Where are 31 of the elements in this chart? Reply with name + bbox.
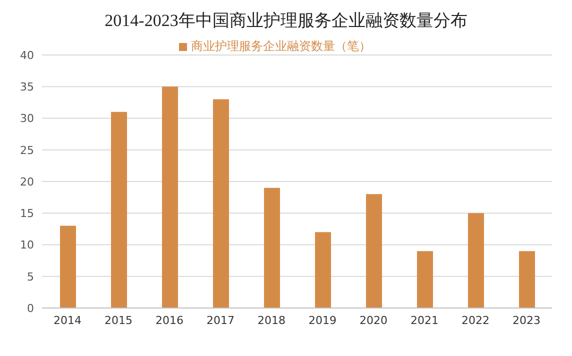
x-tick-label: 2018 — [258, 314, 286, 327]
chart-title: 2014-2023年中国商业护理服务企业融资数量分布 — [104, 10, 468, 32]
x-tick-label: 2023 — [512, 314, 540, 327]
bar — [366, 194, 382, 308]
y-tick-label: 5 — [27, 270, 34, 284]
x-tick-label: 2017 — [206, 314, 234, 327]
x-tick-label: 2021 — [410, 314, 438, 327]
bar — [417, 251, 433, 308]
y-tick-label: 40 — [20, 48, 34, 62]
x-tick-label: 2016 — [156, 314, 184, 327]
y-tick-label: 0 — [27, 302, 34, 315]
x-tick-label: 2019 — [308, 314, 336, 327]
x-tick-label: 2015 — [104, 314, 132, 327]
x-tick-label: 2014 — [54, 314, 82, 327]
y-tick-label: 35 — [20, 80, 34, 94]
bar — [468, 213, 484, 308]
x-tick-label: 2022 — [462, 314, 490, 327]
bar — [315, 232, 331, 308]
bar — [213, 99, 229, 308]
legend-label: 商业护理服务企业融资数量（笔） — [191, 39, 371, 53]
y-tick-label: 15 — [20, 207, 34, 220]
y-tick-label: 30 — [20, 112, 34, 126]
bar — [111, 112, 127, 308]
bar — [60, 226, 76, 308]
y-tick-label: 25 — [20, 144, 34, 157]
bar — [162, 86, 178, 308]
x-tick-label: 2020 — [360, 314, 388, 327]
bar — [264, 188, 280, 308]
y-tick-label: 20 — [20, 175, 34, 188]
bar — [519, 251, 535, 308]
y-tick-label: 10 — [20, 238, 34, 252]
